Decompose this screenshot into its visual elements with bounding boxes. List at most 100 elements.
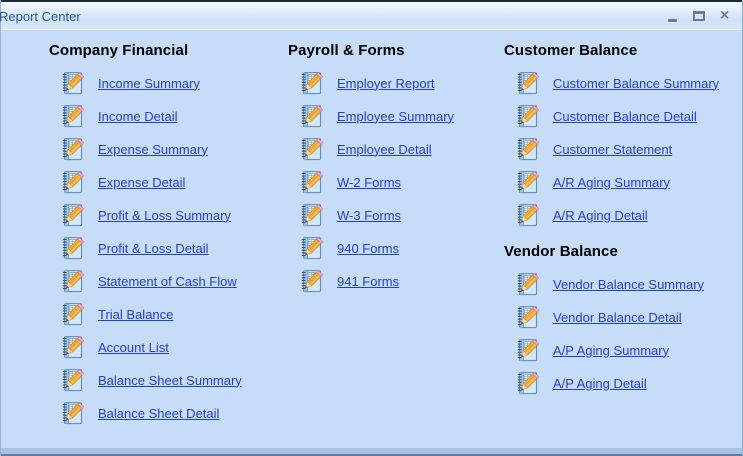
report-link-row[interactable]: Income Summary <box>49 71 287 95</box>
close-button[interactable]: × <box>716 8 733 25</box>
report-link[interactable]: Account List <box>98 339 169 355</box>
report-link[interactable]: Expense Detail <box>98 174 186 190</box>
report-link[interactable]: Income Detail <box>98 108 178 124</box>
report-link[interactable]: Profit & Loss Detail <box>98 240 209 256</box>
report-link[interactable]: Balance Sheet Summary <box>98 372 242 388</box>
notebook-with-pencil-icon <box>516 338 540 362</box>
notebook-with-pencil-icon <box>61 137 85 161</box>
report-link-row[interactable]: Expense Summary <box>49 137 287 161</box>
report-link[interactable]: Expense Summary <box>98 141 208 157</box>
notebook-with-pencil-icon <box>300 236 324 260</box>
section-list: Vendor Balance Summary <box>504 272 742 395</box>
report-link-row[interactable]: Balance Sheet Summary <box>49 368 287 392</box>
report-link[interactable]: Vendor Balance Summary <box>553 276 705 292</box>
report-link[interactable]: Employer Report <box>337 75 435 91</box>
section-title: Payroll & Forms <box>288 42 405 59</box>
report-link-row[interactable]: Employee Summary <box>288 104 496 128</box>
notebook-with-pencil-icon <box>61 203 85 227</box>
report-link[interactable]: W-2 Forms <box>337 174 402 190</box>
report-link-row[interactable]: Employer Report <box>288 71 496 95</box>
notebook-with-pencil-icon <box>61 368 85 392</box>
report-link[interactable]: Customer Balance Summary <box>553 75 720 91</box>
report-link-row[interactable]: Vendor Balance Detail <box>504 305 742 329</box>
report-link[interactable]: A/P Aging Summary <box>553 342 670 358</box>
report-link[interactable]: Trial Balance <box>98 306 174 322</box>
notebook-with-pencil-icon <box>300 137 324 161</box>
report-link-row[interactable]: Customer Statement <box>504 137 742 161</box>
report-link[interactable]: Customer Statement <box>553 141 673 157</box>
report-link-row[interactable]: Account List <box>49 335 287 359</box>
notebook-with-pencil-icon <box>516 137 540 161</box>
notebook-with-pencil-icon <box>61 269 85 293</box>
notebook-with-pencil-icon <box>516 71 540 95</box>
report-link-row[interactable]: 941 Forms <box>288 269 496 293</box>
notebook-with-pencil-icon <box>300 104 324 128</box>
report-link[interactable]: Employee Summary <box>337 108 455 124</box>
section-list: Income Summary <box>49 71 287 425</box>
section-title: Customer Balance <box>504 42 638 59</box>
report-link[interactable]: W-3 Forms <box>337 207 402 223</box>
close-icon: × <box>719 7 730 24</box>
window-bottom-border <box>1 448 742 456</box>
section-list: Employer Report <box>288 71 496 293</box>
notebook-with-pencil-icon <box>516 371 540 395</box>
report-link-row[interactable]: Trial Balance <box>49 302 287 326</box>
report-link-row[interactable]: W-3 Forms <box>288 203 496 227</box>
notebook-with-pencil-icon <box>61 236 85 260</box>
report-link-row[interactable]: Customer Balance Detail <box>504 104 742 128</box>
title-bar[interactable]: Report Center × <box>0 0 742 30</box>
report-link[interactable]: 941 Forms <box>337 273 400 289</box>
report-link-row[interactable]: A/P Aging Summary <box>504 338 742 362</box>
column-customer-vendor-balance: Customer Balance <box>504 42 742 404</box>
report-link-row[interactable]: A/P Aging Detail <box>504 371 742 395</box>
report-link[interactable]: Statement of Cash Flow <box>98 273 237 289</box>
section-list: Customer Balance Summary <box>504 71 742 227</box>
report-link[interactable]: Customer Balance Detail <box>553 108 697 124</box>
report-link[interactable]: Employee Detail <box>337 141 432 157</box>
maximize-button[interactable] <box>690 8 707 25</box>
report-link-row[interactable]: Expense Detail <box>49 170 287 194</box>
window-title: Report Center <box>0 9 81 24</box>
report-link[interactable]: 940 Forms <box>337 240 400 256</box>
report-link-row[interactable]: Balance Sheet Detail <box>49 401 287 425</box>
report-link[interactable]: A/R Aging Detail <box>553 207 648 223</box>
notebook-with-pencil-icon <box>300 170 324 194</box>
report-link[interactable]: Vendor Balance Detail <box>553 309 682 325</box>
report-link-row[interactable]: A/R Aging Detail <box>504 203 742 227</box>
minimize-button[interactable] <box>664 8 681 25</box>
notebook-with-pencil-icon <box>516 104 540 128</box>
report-center-content: Company Financial <box>1 32 742 448</box>
section-payroll-forms: Payroll & Forms <box>288 42 496 293</box>
report-link[interactable]: A/P Aging Detail <box>553 375 647 391</box>
report-link-row[interactable]: W-2 Forms <box>288 170 496 194</box>
report-link-row[interactable]: Profit & Loss Detail <box>49 236 287 260</box>
report-link[interactable]: A/R Aging Summary <box>553 174 671 190</box>
report-link[interactable]: Profit & Loss Summary <box>98 207 231 223</box>
section-customer-balance: Customer Balance <box>504 42 742 227</box>
notebook-with-pencil-icon <box>61 170 85 194</box>
report-link-row[interactable]: 940 Forms <box>288 236 496 260</box>
section-title: Company Financial <box>49 42 189 59</box>
notebook-with-pencil-icon <box>300 269 324 293</box>
notebook-with-pencil-icon <box>61 401 85 425</box>
report-link-row[interactable]: Vendor Balance Summary <box>504 272 742 296</box>
notebook-with-pencil-icon <box>516 203 540 227</box>
column-company-financial: Company Financial <box>49 42 287 434</box>
report-link-row[interactable]: Customer Balance Summary <box>504 71 742 95</box>
window-controls: × <box>664 7 733 25</box>
report-link-row[interactable]: A/R Aging Summary <box>504 170 742 194</box>
report-link-row[interactable]: Profit & Loss Summary <box>49 203 287 227</box>
notebook-with-pencil-icon <box>61 335 85 359</box>
notebook-with-pencil-icon <box>300 203 324 227</box>
notebook-with-pencil-icon <box>516 170 540 194</box>
notebook-with-pencil-icon <box>300 71 324 95</box>
report-link-row[interactable]: Statement of Cash Flow <box>49 269 287 293</box>
report-link-row[interactable]: Income Detail <box>49 104 287 128</box>
report-link[interactable]: Income Summary <box>98 75 200 91</box>
section-vendor-balance: Vendor Balance <box>504 243 742 395</box>
report-link[interactable]: Balance Sheet Detail <box>98 405 220 421</box>
report-link-row[interactable]: Employee Detail <box>288 137 496 161</box>
section-company-financial: Company Financial <box>49 42 287 425</box>
maximize-icon <box>692 11 705 21</box>
